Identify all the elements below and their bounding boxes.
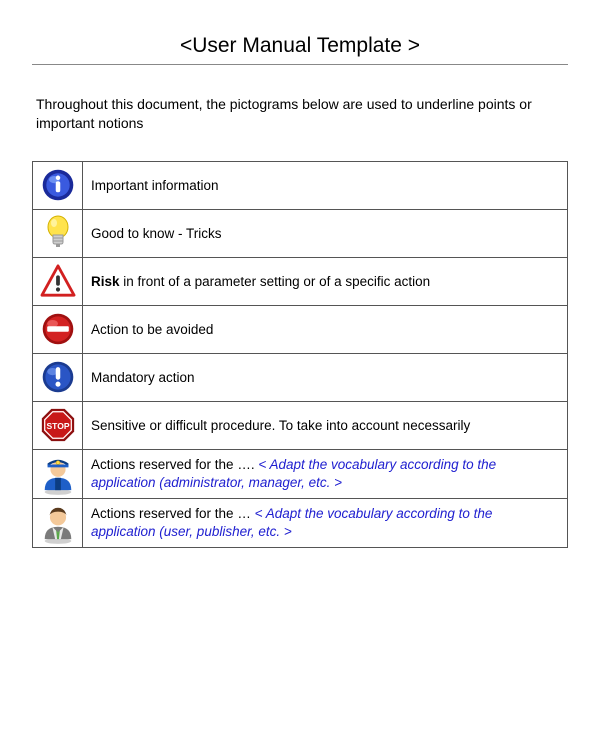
row-desc: Actions reserved for the …. < Adapt the … (83, 449, 568, 498)
row-desc: Important information (83, 161, 568, 209)
pictogram-table: Important information Good to know - Tri… (32, 161, 568, 548)
risk-bold: Risk (91, 274, 120, 289)
page-title: <User Manual Template > (32, 34, 568, 58)
svg-text:STOP: STOP (46, 421, 69, 431)
mandatory-icon (33, 353, 83, 401)
row-desc: Action to be avoided (83, 305, 568, 353)
user-icon (33, 498, 83, 547)
user-pre: Actions reserved for the … (91, 506, 255, 521)
table-row: STOP Sensitive or difficult procedure. T… (33, 401, 568, 449)
risk-rest: in front of a parameter setting or of a … (120, 274, 431, 289)
title-rule (32, 64, 568, 65)
intro-paragraph: Throughout this document, the pictograms… (36, 95, 564, 133)
table-row: Important information (33, 161, 568, 209)
row-desc: Sensitive or difficult procedure. To tak… (83, 401, 568, 449)
table-row: Good to know - Tricks (33, 209, 568, 257)
row-desc: Mandatory action (83, 353, 568, 401)
admin-icon (33, 449, 83, 498)
noentry-icon (33, 305, 83, 353)
table-row: Risk in front of a parameter setting or … (33, 257, 568, 305)
table-row: Mandatory action (33, 353, 568, 401)
admin-pre: Actions reserved for the …. (91, 457, 258, 472)
bulb-icon (33, 209, 83, 257)
info-icon (33, 161, 83, 209)
row-desc: Actions reserved for the … < Adapt the v… (83, 498, 568, 547)
table-row: Actions reserved for the …. < Adapt the … (33, 449, 568, 498)
row-desc: Good to know - Tricks (83, 209, 568, 257)
table-row: Actions reserved for the … < Adapt the v… (33, 498, 568, 547)
stop-icon: STOP (33, 401, 83, 449)
table-row: Action to be avoided (33, 305, 568, 353)
warning-icon (33, 257, 83, 305)
row-desc: Risk in front of a parameter setting or … (83, 257, 568, 305)
